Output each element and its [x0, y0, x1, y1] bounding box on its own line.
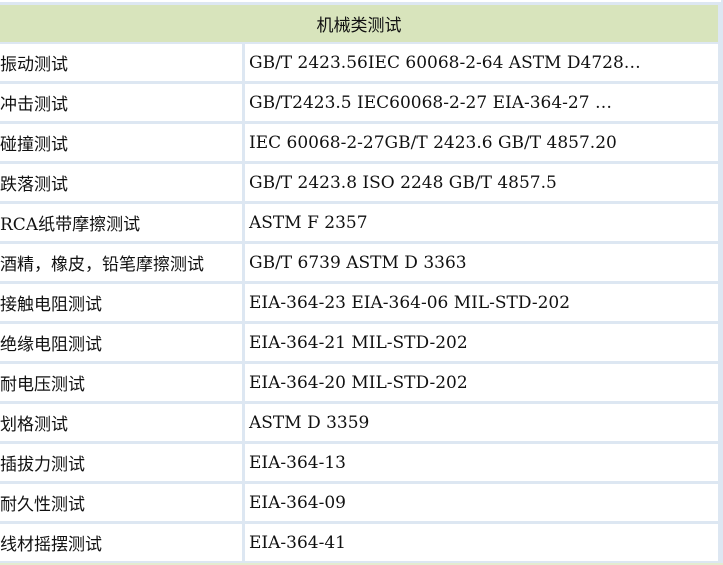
table-row: 线材摇摆测试 EIA-364-41	[0, 524, 718, 561]
table-row: 冲击测试 GB/T2423.5 IEC60068-2-27 EIA-364-27 …	[0, 84, 718, 121]
standards-cell: GB/T 6739 ASTM D 3363	[245, 244, 718, 281]
test-name-cell: 耐电压测试	[0, 364, 242, 401]
standards-cell: GB/T2423.5 IEC60068-2-27 EIA-364-27 …	[245, 84, 718, 121]
standards-cell: EIA-364-13	[245, 444, 718, 481]
table-row: 振动测试 GB/T 2423.56IEC 60068-2-64 ASTM D472…	[0, 44, 718, 81]
table-header: 机械类测试	[0, 5, 718, 42]
table-body: 振动测试 GB/T 2423.56IEC 60068-2-64 ASTM D472…	[0, 44, 718, 564]
table-row: RCA纸带摩擦测试 ASTM F 2357	[0, 204, 718, 241]
table-row: 耐电压测试 EIA-364-20 MIL-STD-202	[0, 364, 718, 401]
table-row: 绝缘电阻测试 EIA-364-21 MIL-STD-202	[0, 324, 718, 361]
table-row: 接触电阻测试 EIA-364-23 EIA-364-06 MIL-STD-202	[0, 284, 718, 321]
standards-cell: GB/T 2423.8 ISO 2248 GB/T 4857.5	[245, 164, 718, 201]
test-name-cell: RCA纸带摩擦测试	[0, 204, 242, 241]
test-name-cell: 冲击测试	[0, 84, 242, 121]
table-row: 跌落测试 GB/T 2423.8 ISO 2248 GB/T 4857.5	[0, 164, 718, 201]
test-name-cell: 振动测试	[0, 44, 242, 81]
standards-cell: ASTM F 2357	[245, 204, 718, 241]
table-top-edge-cell	[248, 0, 721, 2]
table-bottom-edge	[0, 563, 723, 565]
test-name-cell: 酒精，橡皮，铅笔摩擦测试	[0, 244, 242, 281]
test-name-cell: 碰撞测试	[0, 124, 242, 161]
table-row: 碰撞测试 IEC 60068-2-27GB/T 2423.6 GB/T 4857.…	[0, 124, 718, 161]
standards-cell: IEC 60068-2-27GB/T 2423.6 GB/T 4857.20	[245, 124, 718, 161]
table-row: 划格测试 ASTM D 3359	[0, 404, 718, 441]
standards-cell: EIA-364-20 MIL-STD-202	[245, 364, 718, 401]
table-row: 插拔力测试 EIA-364-13	[0, 444, 718, 481]
standards-cell: EIA-364-21 MIL-STD-202	[245, 324, 718, 361]
test-name-cell: 划格测试	[0, 404, 242, 441]
table-top-edge	[0, 0, 721, 2]
standards-cell: GB/T 2423.56IEC 60068-2-64 ASTM D4728…	[245, 44, 718, 81]
test-name-cell: 插拔力测试	[0, 444, 242, 481]
standards-cell: ASTM D 3359	[245, 404, 718, 441]
table-row: 耐久性测试 EIA-364-09	[0, 484, 718, 521]
test-name-cell: 绝缘电阻测试	[0, 324, 242, 361]
test-name-cell: 线材摇摆测试	[0, 524, 242, 561]
table-row: 酒精，橡皮，铅笔摩擦测试 GB/T 6739 ASTM D 3363	[0, 244, 718, 281]
test-name-cell: 耐久性测试	[0, 484, 242, 521]
test-name-cell: 跌落测试	[0, 164, 242, 201]
test-name-cell: 接触电阻测试	[0, 284, 242, 321]
standards-cell: EIA-364-41	[245, 524, 718, 561]
standards-cell: EIA-364-09	[245, 484, 718, 521]
standards-cell: EIA-364-23 EIA-364-06 MIL-STD-202	[245, 284, 718, 321]
